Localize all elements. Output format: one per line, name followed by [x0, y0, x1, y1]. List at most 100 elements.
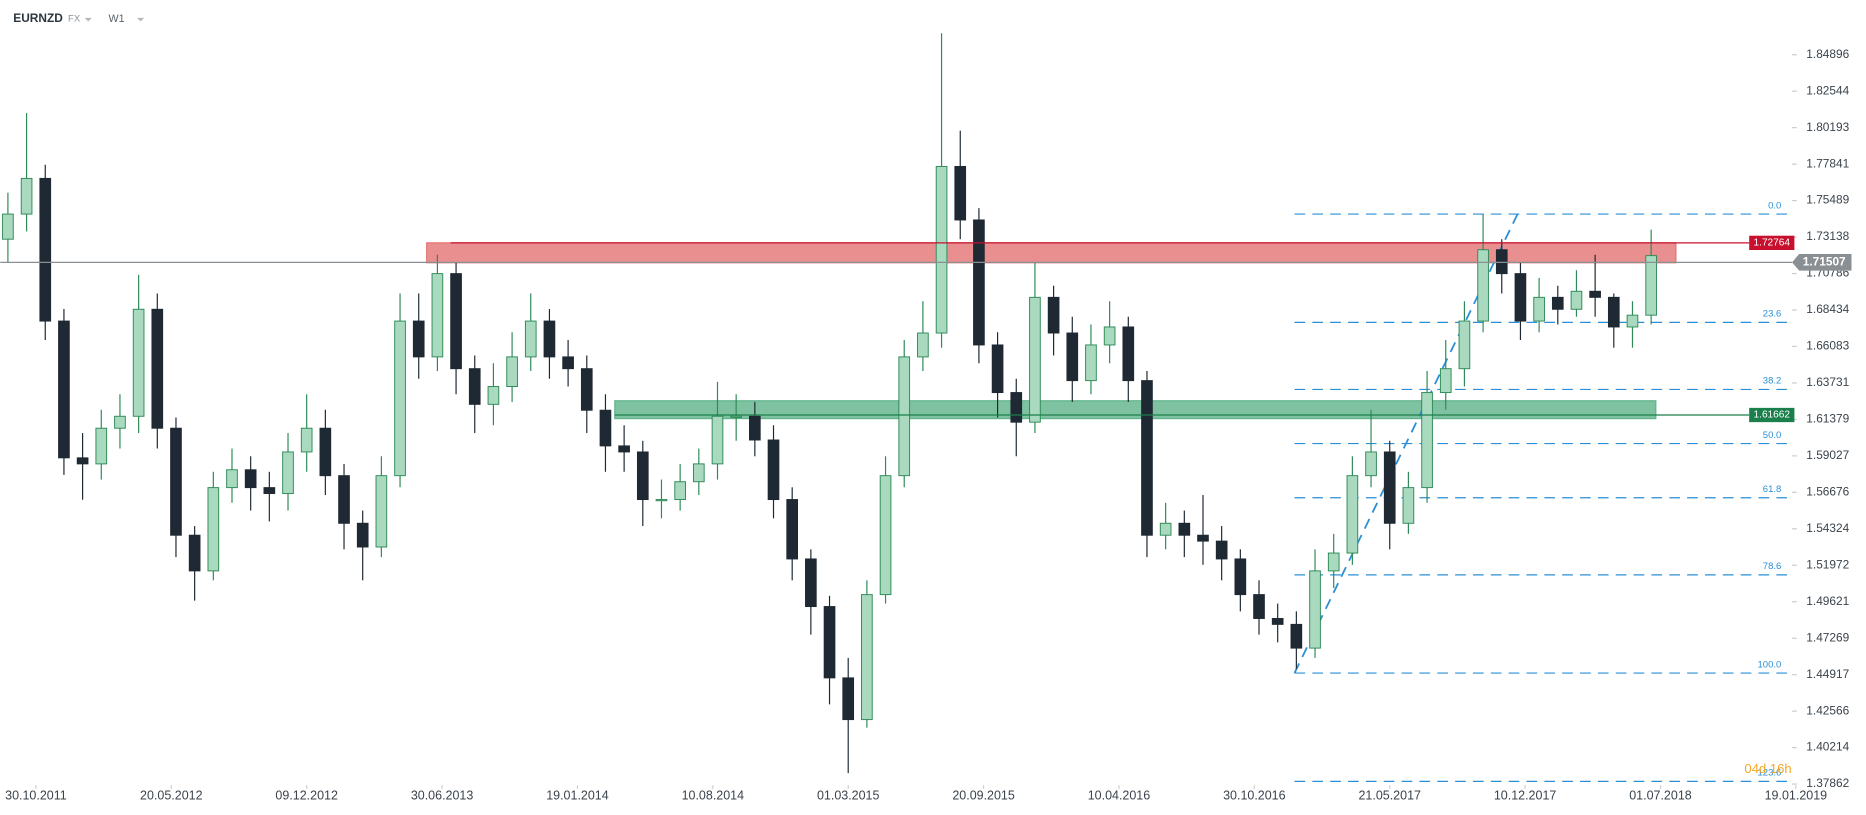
symbol[interactable]: EURNZD [13, 11, 63, 25]
candle-body [823, 606, 836, 679]
price-label-box [1749, 235, 1795, 250]
candle-body [1495, 249, 1508, 275]
price-label-box [1749, 407, 1795, 423]
candle-body [1197, 534, 1209, 542]
candle-body [468, 368, 481, 405]
x-tick-label: 10.04.2016 [1088, 788, 1151, 802]
candle-body [1271, 618, 1284, 625]
candle-body [170, 427, 182, 536]
candle-body [207, 487, 220, 572]
candle-body [1103, 326, 1116, 346]
candle-body [562, 356, 574, 370]
candle-body [1309, 570, 1321, 649]
y-tick-label: 1.82544 [1806, 83, 1849, 97]
candle-body [1047, 296, 1060, 334]
candle-body [244, 469, 257, 489]
price-label: 1.61662 [1754, 410, 1791, 421]
x-tick-label: 30.06.2013 [411, 788, 474, 802]
candle-body [39, 177, 52, 322]
y-tick-label: 1.44917 [1806, 667, 1849, 681]
candle-body [580, 368, 593, 411]
y-tick-label: 1.75489 [1806, 193, 1849, 207]
candle-body [263, 487, 276, 494]
y-tick-label: 1.56676 [1806, 484, 1849, 498]
candle-body [524, 320, 537, 358]
y-tick-label: 1.47269 [1806, 630, 1849, 644]
fib-label: 38.2 [1763, 376, 1782, 387]
candle-body [767, 439, 780, 501]
candle-body [917, 332, 929, 358]
candle-body [188, 534, 201, 572]
candle-body [20, 177, 33, 215]
y-tick-label: 1.63731 [1806, 375, 1849, 389]
x-tick-label: 01.03.2015 [817, 788, 880, 802]
y-tick-label: 1.61379 [1806, 412, 1849, 426]
fib-label: 78.6 [1763, 561, 1782, 572]
candle-body [749, 415, 761, 441]
dropdown-caret[interactable] [137, 17, 145, 22]
candle-body [842, 677, 855, 721]
zone [614, 400, 1657, 420]
countdown: 04d 16h [1744, 761, 1791, 776]
timeframe[interactable]: W1 [108, 13, 124, 25]
candle-body [786, 499, 799, 560]
candle-body [1085, 344, 1097, 382]
candle-body [226, 469, 238, 489]
candle-body [375, 475, 388, 548]
candle-body [450, 273, 462, 370]
y-tick-label: 1.42566 [1806, 703, 1849, 717]
fib-label: 50.0 [1763, 430, 1782, 441]
x-tick-label: 30.10.2016 [1223, 788, 1286, 802]
candle-body [1570, 290, 1583, 310]
fib-label: 100.0 [1758, 659, 1782, 670]
x-tick-label: 10.08.2014 [682, 788, 745, 802]
candle-body [1477, 249, 1489, 322]
market[interactable]: FX [68, 14, 81, 25]
x-tick-label: 10.12.2017 [1494, 788, 1557, 802]
y-tick-label: 1.49621 [1806, 594, 1849, 608]
candle-body [95, 427, 108, 465]
candle-body [506, 356, 518, 387]
candle-body [412, 320, 425, 358]
candle-body [1234, 558, 1247, 596]
dropdown-caret[interactable] [84, 17, 92, 22]
x-tick-label: 30.10.2011 [5, 788, 67, 802]
candle-body [1589, 290, 1601, 298]
fib-label: 123.6 [1758, 768, 1782, 779]
candle-body [1645, 255, 1657, 316]
y-tick-label: 1.59027 [1806, 448, 1849, 462]
y-tick-label: 1.37862 [1806, 776, 1849, 790]
candle-body [1365, 451, 1377, 477]
y-tick-label: 1.77841 [1806, 156, 1849, 170]
candle-body [1159, 522, 1172, 536]
fib-label: 23.6 [1763, 309, 1782, 320]
candle-body [879, 475, 892, 596]
candle-body [431, 273, 444, 358]
price-label-box [1792, 254, 1852, 271]
y-tick-label: 1.73138 [1806, 229, 1849, 243]
y-tick-label: 1.68434 [1806, 302, 1849, 316]
candle-body [58, 320, 70, 459]
candle-body [618, 445, 630, 453]
candle-body [1533, 296, 1545, 322]
y-tick-label: 1.84896 [1806, 47, 1849, 61]
candle-body [1029, 296, 1041, 423]
candle-body [1607, 296, 1620, 328]
candle-body [1290, 623, 1303, 649]
candle-body [954, 165, 967, 221]
fib-label: 0.0 [1768, 200, 1781, 211]
x-tick-label: 20.09.2015 [952, 788, 1015, 802]
candle-body [1066, 332, 1079, 382]
candle-body [730, 415, 742, 418]
candle-body [151, 308, 164, 429]
candle-body [991, 344, 1004, 394]
price-label: 1.72764 [1754, 238, 1791, 249]
candle-body [282, 451, 294, 494]
x-tick-label: 19.01.2019 [1765, 788, 1828, 802]
candle-body [1122, 326, 1135, 382]
x-tick-label: 20.05.2012 [140, 788, 203, 802]
candle-body [1402, 487, 1415, 524]
candle-body [319, 427, 332, 477]
x-tick-label: 01.07.2018 [1629, 788, 1692, 802]
